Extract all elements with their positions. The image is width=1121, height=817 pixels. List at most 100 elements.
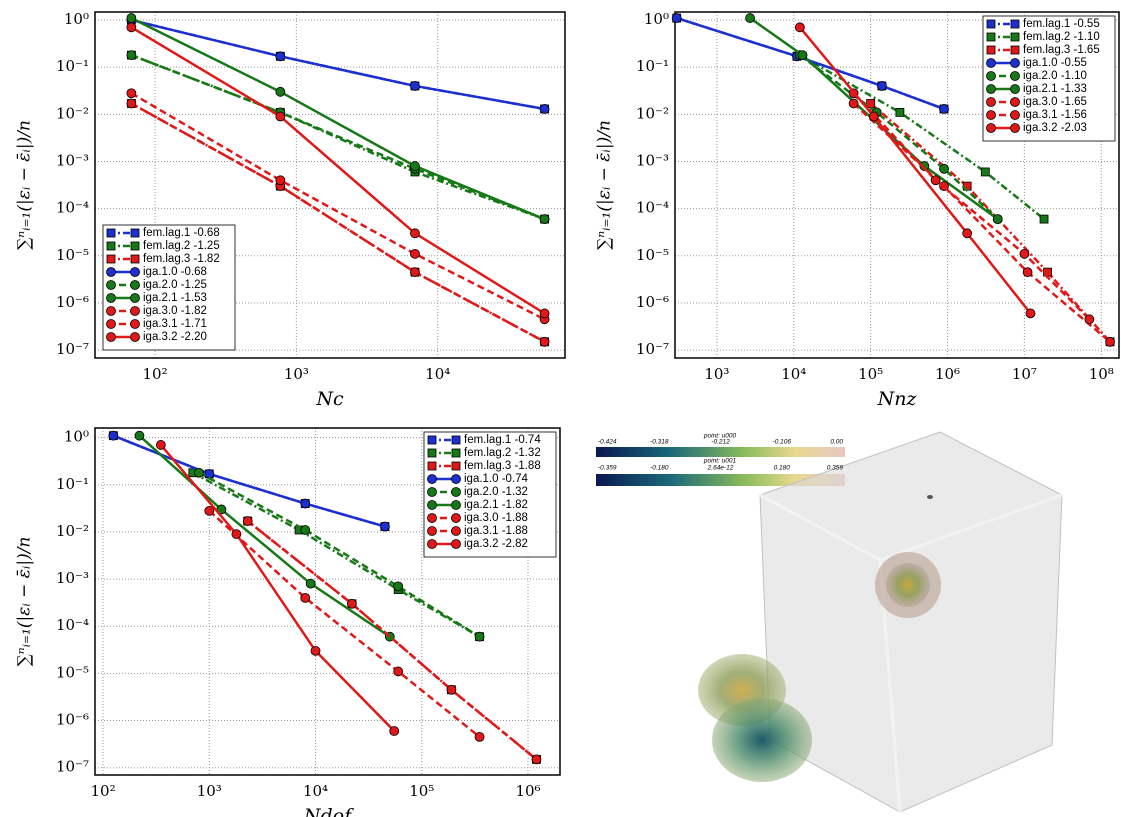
marker xyxy=(1010,84,1020,94)
marker xyxy=(108,430,119,441)
marker xyxy=(347,598,357,609)
y-tick-label: 10⁻³ xyxy=(56,151,89,169)
legend-label: iga.2.0 -1.32 xyxy=(464,486,528,498)
colorbar-label: -0.424 xyxy=(598,439,617,446)
y-tick-label: 10⁻⁴ xyxy=(636,199,669,217)
marker xyxy=(868,111,879,122)
legend-label: iga.3.1 -1.56 xyxy=(1023,109,1087,121)
marker xyxy=(474,731,485,742)
colorbar-label: 0.180 xyxy=(774,465,791,472)
x-tick-label: 10⁴ xyxy=(781,365,806,383)
plot-frame xyxy=(94,427,561,776)
legend-label: iga.3.1 -1.88 xyxy=(464,525,528,537)
colorbar-title: point: u001 xyxy=(703,458,737,465)
marker xyxy=(939,163,949,174)
dot xyxy=(927,495,933,499)
series-line xyxy=(130,92,546,321)
marker xyxy=(275,175,286,186)
legend-label: fem.lag.3 -1.82 xyxy=(143,253,220,265)
x-tick-label: 10⁶ xyxy=(935,365,960,383)
marker xyxy=(204,505,215,516)
series-line xyxy=(676,16,945,111)
y-tick-label: 10⁻¹ xyxy=(56,57,89,75)
marker xyxy=(389,726,400,736)
marker xyxy=(106,254,116,264)
legend-label: iga.3.2 -2.20 xyxy=(143,331,207,343)
legend-label: fem.lag.2 -1.32 xyxy=(464,447,541,459)
marker xyxy=(474,631,485,642)
marker xyxy=(126,13,137,23)
marker xyxy=(106,332,116,342)
marker xyxy=(451,500,461,510)
marker xyxy=(106,267,116,277)
legend-box xyxy=(982,15,1116,142)
series-line xyxy=(138,434,391,638)
marker xyxy=(130,267,140,277)
marker xyxy=(539,104,550,114)
legend-label: fem.lag.1 -0.68 xyxy=(143,227,220,239)
x-tick-label: 10⁵ xyxy=(858,365,883,383)
legend-label: iga.2.1 -1.53 xyxy=(143,292,207,304)
series-line xyxy=(799,54,999,221)
marker xyxy=(919,161,930,171)
y-tick-label: 10⁻⁶ xyxy=(636,293,669,311)
marker xyxy=(427,461,437,471)
colorbar-label: 2.64e-12 xyxy=(707,465,734,472)
marker xyxy=(427,500,437,510)
marker xyxy=(451,539,461,549)
x-tick-label: 10⁸ xyxy=(1089,365,1114,383)
plot-frame xyxy=(674,11,1120,359)
marker xyxy=(986,71,996,81)
marker xyxy=(939,104,949,114)
marker xyxy=(446,684,457,695)
marker xyxy=(305,578,316,589)
plot-frame xyxy=(94,11,566,359)
colorbar xyxy=(596,447,845,457)
marker xyxy=(848,98,859,109)
colorbar-label: -0.359 xyxy=(598,465,617,472)
marker xyxy=(794,22,805,33)
y-tick-label: 10⁻³ xyxy=(56,569,89,587)
marker xyxy=(1025,308,1036,319)
marker xyxy=(275,86,286,97)
marker xyxy=(106,306,116,316)
marker xyxy=(427,487,437,497)
marker xyxy=(980,167,990,177)
marker xyxy=(275,111,286,122)
marker xyxy=(300,498,311,509)
series-line xyxy=(749,17,999,221)
series-line xyxy=(130,26,546,315)
marker xyxy=(895,107,905,117)
legend-label: iga.1.0 -0.55 xyxy=(1023,57,1087,69)
marker xyxy=(451,513,461,523)
legend-label: iga.2.0 -1.25 xyxy=(143,279,207,291)
marker xyxy=(1010,58,1020,68)
legend-label: iga.2.1 -1.82 xyxy=(464,499,528,511)
marker xyxy=(126,98,137,109)
legend-label: fem.lag.3 -1.88 xyxy=(464,460,541,472)
marker xyxy=(242,516,253,526)
y-axis-label: ∑ⁿᵢ₌₁(|εᵢ − ε̄ᵢ|)/n xyxy=(595,120,615,250)
marker xyxy=(1084,314,1095,325)
y-tick-label: 10⁻² xyxy=(56,104,89,122)
marker xyxy=(451,474,461,484)
marker xyxy=(1010,123,1020,133)
marker xyxy=(1010,32,1020,42)
legend-label: iga.1.0 -0.74 xyxy=(464,473,529,485)
marker xyxy=(130,319,140,329)
y-tick-label: 10⁰ xyxy=(64,10,89,28)
legend-label: iga.1.0 -0.68 xyxy=(143,266,207,278)
marker xyxy=(126,50,137,61)
marker xyxy=(106,280,116,290)
colorbar-label: -0.106 xyxy=(773,439,792,446)
series-line xyxy=(208,509,481,738)
marker xyxy=(393,666,404,677)
marker xyxy=(539,336,550,347)
legend-label: fem.lag.1 -0.55 xyxy=(1023,18,1100,30)
marker xyxy=(1010,19,1020,29)
legend-label: iga.3.0 -1.82 xyxy=(143,305,207,317)
marker xyxy=(962,228,973,239)
chart: 10⁰ 10⁻¹ 10⁻² 10⁻³ 10⁻⁴ 10⁻⁵ 10⁻⁶ 10⁻⁷ 10³ 10⁴ 10⁵… xyxy=(595,10,1120,410)
colorbar-title: point: u000 xyxy=(703,433,737,440)
